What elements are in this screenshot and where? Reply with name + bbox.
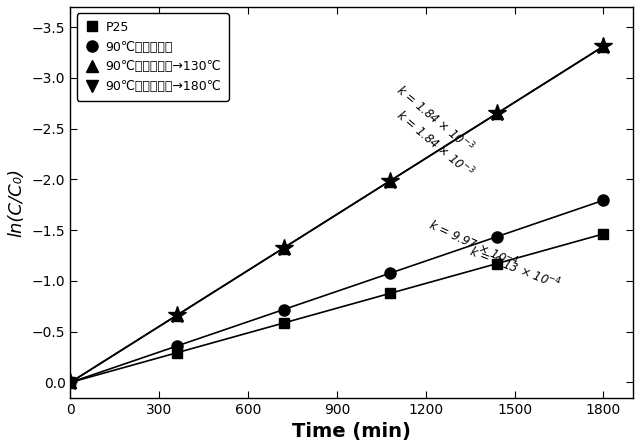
- Legend: P25, 90℃（開放系）, 90℃（開放系）→130℃, 90℃（開放系）→180℃: P25, 90℃（開放系）, 90℃（開放系）→130℃, 90℃（開放系）→1…: [77, 13, 228, 101]
- Text: $k$ = 9.97 × 10$^{-4}$: $k$ = 9.97 × 10$^{-4}$: [426, 216, 520, 272]
- Text: $k$ = 8.13 × 10$^{-4}$: $k$ = 8.13 × 10$^{-4}$: [467, 243, 563, 293]
- Y-axis label: ln(C/C₀): ln(C/C₀): [7, 168, 25, 237]
- Text: $k$ = 1.84 × 10$^{-3}$: $k$ = 1.84 × 10$^{-3}$: [393, 107, 477, 181]
- Text: $k$ = 1.84 × 10$^{-3}$: $k$ = 1.84 × 10$^{-3}$: [393, 82, 477, 156]
- X-axis label: Time (min): Time (min): [292, 422, 411, 441]
